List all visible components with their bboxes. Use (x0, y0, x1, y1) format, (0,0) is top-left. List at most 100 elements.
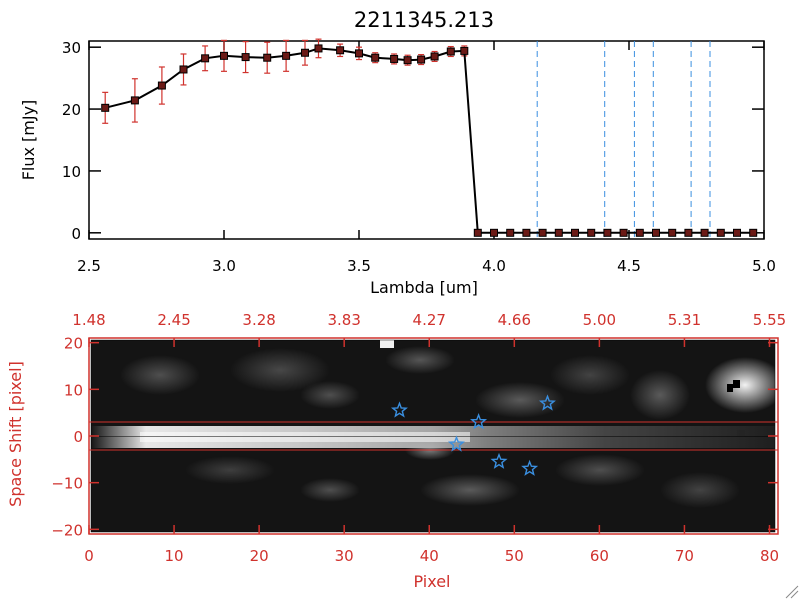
wavelength-top-axis-labels: 1.48 2.45 3.28 3.83 4.27 4.66 5.00 5.31 5.55 (72, 311, 786, 329)
star-marker-icon (447, 435, 465, 452)
x-tick-label: 40 (420, 547, 439, 565)
data-point (282, 51, 291, 60)
x-tick-label: 10 (165, 547, 184, 565)
data-point (473, 228, 482, 237)
top-axis-label: 4.27 (413, 311, 446, 329)
y-tick-label: 30 (62, 39, 81, 57)
x-tick-label: 5.0 (752, 257, 776, 275)
spectrum-x-axis-label: Lambda [um] (370, 278, 478, 297)
reference-lines (536, 41, 711, 239)
data-point (355, 49, 363, 58)
data-point (241, 53, 250, 62)
star-marker-icon (470, 413, 488, 430)
x-tick-label: 3.0 (212, 257, 236, 275)
data-point (336, 46, 345, 55)
data-point (430, 52, 439, 61)
data-point (619, 228, 628, 237)
x-tick-label: 4.0 (482, 257, 506, 275)
data-point (668, 228, 677, 237)
image-x-tick-labels: 0 10 20 30 40 50 60 70 80 (84, 547, 779, 565)
data-point (538, 228, 547, 237)
top-axis-label: 4.66 (498, 311, 531, 329)
x-tick-label: 3.5 (347, 257, 371, 275)
data-point (314, 44, 323, 53)
image-x-axis-label: Pixel (413, 572, 450, 591)
error-bars (102, 38, 468, 124)
star-marker-icon (490, 452, 508, 469)
x-tick-label: 0 (84, 547, 94, 565)
spectral-image-plot: 0 10 20 30 40 50 60 70 80 −20 −10 0 10 20 1.48 2.45 3.… (6, 311, 786, 591)
data-point (652, 228, 660, 237)
data-point (179, 65, 188, 74)
y-tick-label: −20 (51, 521, 83, 539)
x-tick-label: 50 (505, 547, 524, 565)
data-point (749, 228, 758, 237)
data-point (403, 56, 412, 65)
image-y-axis-label: Space Shift [pixel] (6, 361, 25, 507)
data-point (417, 55, 426, 64)
top-axis-label: 5.00 (583, 311, 616, 329)
spectrum-x-tick-labels: 2.5 3.0 3.5 4.0 4.5 5.0 (77, 257, 776, 275)
top-axis-label: 1.48 (72, 311, 105, 329)
spectrum-ticks (88, 41, 765, 239)
data-point (301, 48, 309, 57)
data-point (587, 228, 596, 237)
spectrum-y-tick-labels: 0 10 20 30 (62, 39, 81, 243)
top-axis-label: 3.28 (242, 311, 275, 329)
spectrum-plot: 2.5 3.0 3.5 4.0 4.5 5.0 0 10 20 30 Lambda [um] F… (19, 38, 776, 297)
y-tick-label: 10 (62, 163, 81, 181)
data-point (390, 54, 399, 63)
data-point (684, 228, 693, 237)
top-axis-label: 5.55 (753, 311, 786, 329)
flux-data-points (101, 44, 758, 237)
image-y-tick-labels: −20 −10 0 10 20 (51, 335, 83, 540)
data-point (101, 103, 110, 112)
data-point (716, 228, 725, 237)
x-tick-label: 30 (335, 547, 354, 565)
data-point (490, 228, 498, 237)
star-marker-icon (538, 394, 556, 411)
x-tick-label: 70 (675, 547, 694, 565)
resize-grip-icon[interactable] (785, 585, 799, 599)
spectral-image (90, 339, 776, 533)
x-tick-label: 2.5 (77, 257, 101, 275)
x-tick-label: 4.5 (617, 257, 641, 275)
data-point (506, 228, 515, 237)
data-point (554, 228, 563, 237)
line-markers (390, 394, 556, 476)
top-axis-label: 2.45 (157, 311, 190, 329)
data-point (700, 228, 709, 237)
spectrum-plot-frame (88, 40, 765, 240)
data-point (603, 228, 612, 237)
y-tick-label: 20 (62, 101, 81, 119)
data-point (263, 53, 272, 62)
data-point (522, 228, 531, 237)
star-marker-icon (390, 401, 408, 418)
data-point (635, 228, 644, 237)
x-tick-label: 60 (590, 547, 609, 565)
top-axis-label: 5.31 (668, 311, 701, 329)
data-point (201, 54, 210, 63)
y-tick-label: 0 (71, 225, 81, 243)
data-point (371, 53, 380, 62)
y-tick-label: 0 (73, 428, 83, 446)
y-tick-label: 10 (64, 381, 83, 399)
data-point (571, 228, 579, 237)
flux-series-line (104, 47, 754, 234)
data-point (446, 47, 455, 56)
data-point (733, 228, 741, 237)
chart-title: 2211345.213 (354, 8, 494, 32)
x-tick-label: 20 (250, 547, 269, 565)
star-marker-icon (521, 459, 539, 476)
data-point (130, 96, 139, 105)
image-ticks (88, 338, 778, 534)
y-tick-label: −10 (51, 475, 83, 493)
data-point (460, 46, 469, 55)
data-point (157, 81, 166, 90)
spectrum-y-axis-label: Flux [mJy] (19, 100, 38, 181)
top-axis-label: 3.83 (327, 311, 360, 329)
x-tick-label: 80 (760, 547, 779, 565)
data-point (220, 51, 228, 60)
